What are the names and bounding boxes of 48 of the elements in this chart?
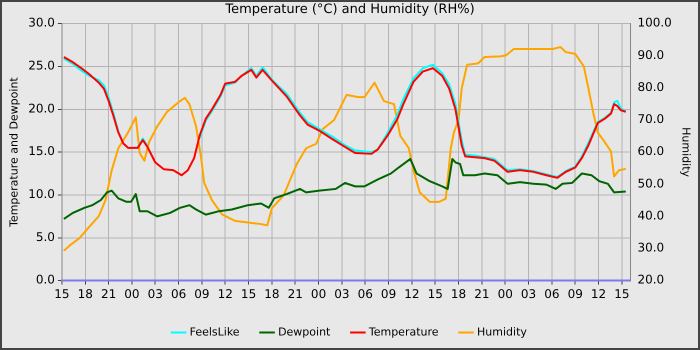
- y-tick-label: 0.0: [36, 272, 55, 287]
- y2-tick-label: 30.0: [637, 240, 664, 255]
- y2-tick-label: 60.0: [637, 144, 664, 158]
- y-tick-label: 15.0: [28, 144, 55, 158]
- y-tick-label: 10.0: [28, 187, 55, 202]
- x-tick-label: 06: [544, 286, 560, 301]
- x-tick-label: 03: [334, 286, 350, 301]
- x-tick-label: 18: [264, 286, 280, 301]
- x-tick-label: 18: [450, 286, 466, 301]
- y-tick-label: 5.0: [36, 230, 55, 244]
- legend-label: FeelsLike: [190, 325, 240, 338]
- y2-tick-label: 100.0: [637, 16, 672, 30]
- x-tick-label: 21: [100, 286, 116, 301]
- y2-tick-label: 80.0: [637, 80, 664, 94]
- x-tick-label: 03: [520, 286, 536, 301]
- x-tick-label: 21: [474, 286, 490, 301]
- x-tick-label: 09: [380, 286, 396, 301]
- x-tick-label: 12: [218, 286, 233, 301]
- y2-tick-label: 20.0: [637, 272, 664, 287]
- x-tick-label: 00: [498, 286, 513, 301]
- y2-tick-label: 40.0: [637, 208, 664, 222]
- legend-label: Temperature: [368, 325, 439, 338]
- x-tick-label: 12: [404, 286, 420, 301]
- x-tick-label: 09: [194, 286, 210, 301]
- x-tick-label: 09: [568, 286, 583, 301]
- x-tick-label: 15: [240, 286, 256, 301]
- x-tick-label: 15: [614, 286, 630, 301]
- y-axis-title: Temperature and Dewpoint: [7, 76, 20, 228]
- chart-title: Temperature (°C) and Humidity (RH%): [224, 2, 475, 18]
- x-tick-label: 18: [78, 286, 93, 301]
- y-tick-label: 30.0: [28, 16, 55, 30]
- legend-label: Dewpoint: [278, 325, 332, 338]
- x-tick-label: 06: [358, 286, 373, 301]
- x-tick-label: 15: [54, 286, 70, 301]
- y-tick-label: 25.0: [28, 58, 55, 73]
- y-tick-label: 20.0: [28, 101, 55, 116]
- y2-tick-label: 90.0: [637, 48, 664, 62]
- y2-tick-label: 50.0: [637, 176, 664, 190]
- x-tick-label: 03: [148, 286, 163, 301]
- x-tick-label: 21: [288, 286, 303, 301]
- legend-label: Humidity: [477, 325, 528, 338]
- y2-tick-label: 70.0: [637, 112, 664, 126]
- x-tick-label: 06: [170, 286, 186, 301]
- x-tick-label: 00: [124, 286, 140, 301]
- x-tick-label: 00: [310, 286, 326, 301]
- x-tick-label: 15: [428, 286, 443, 301]
- y2-axis-title: Humidity: [680, 127, 693, 178]
- x-tick-label: 12: [590, 286, 606, 301]
